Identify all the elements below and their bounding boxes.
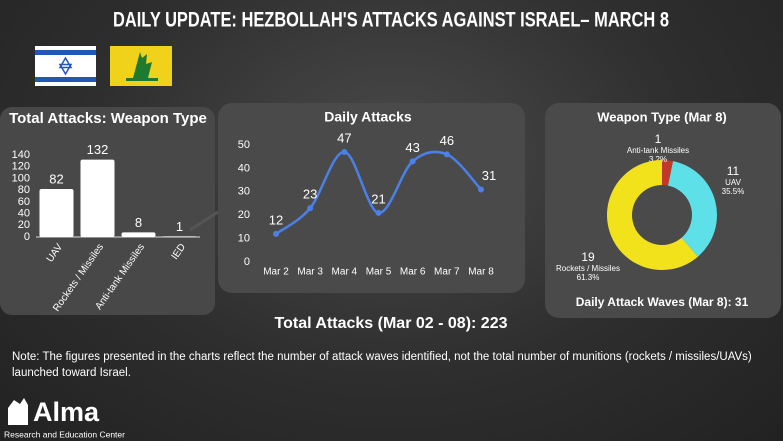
chart-title: Daily Attacks (324, 109, 412, 125)
page-title: DAILY UPDATE: HEZBOLLAH'S ATTACKS AGAINS… (113, 9, 669, 32)
y-tick-label: 100 (12, 172, 30, 184)
y-tick-label: 20 (18, 219, 30, 231)
bar (39, 188, 74, 237)
logo: Alma Research and Education Center (4, 397, 125, 439)
y-tick-label: 0 (24, 231, 30, 243)
y-tick-label: 20 (238, 209, 250, 221)
marker (273, 230, 279, 237)
y-tick-label: 40 (238, 162, 250, 174)
y-tick-label: 10 (238, 233, 250, 245)
marker (409, 158, 416, 165)
hezbollah-flag (110, 46, 172, 86)
y-tick-label: 30 (238, 186, 250, 198)
marker (443, 151, 450, 158)
marker (307, 205, 314, 212)
x-tick-label: Mar 6 (400, 267, 426, 278)
note: Note: The figures presented in the chart… (12, 351, 752, 379)
x-tick-label: Mar 4 (332, 267, 358, 278)
value-label: 43 (405, 140, 419, 155)
bar (121, 232, 156, 237)
marker (478, 186, 484, 193)
x-tick-label: Mar 5 (366, 267, 392, 278)
value-label: 23 (303, 187, 317, 202)
y-tick-label: 0 (244, 256, 250, 268)
y-tick-label: 40 (18, 207, 30, 219)
y-tick-label: 80 (18, 184, 30, 196)
value-label: 19 (581, 250, 595, 264)
category-label: UAV (725, 178, 742, 187)
panel (218, 103, 525, 293)
percent-label: 3.2% (649, 155, 667, 164)
logo-subtitle: Research and Education Center (4, 429, 125, 439)
marker (341, 149, 348, 156)
slice (606, 160, 698, 270)
bar (162, 236, 197, 237)
x-tick-label: Mar 3 (297, 267, 323, 278)
value-label: 8 (135, 215, 142, 230)
category-label: Anti-tank Missiles (627, 146, 689, 155)
value-label: 21 (371, 191, 385, 206)
chart-title: Weapon Type (Mar 8) (597, 109, 727, 124)
panel (545, 103, 781, 318)
value-label: 132 (87, 142, 109, 157)
total: Total Attacks (Mar 02 - 08): 223 (275, 315, 508, 332)
value-label: 12 (269, 212, 283, 227)
y-tick-label: 60 (18, 196, 30, 208)
logo-name: Alma (33, 397, 100, 427)
x-tick-label: Mar 7 (434, 267, 460, 278)
israel-flag (35, 46, 96, 86)
chart-title: Total Attacks: Weapon Type (9, 110, 207, 127)
y-tick-label: 120 (12, 161, 30, 173)
value-label: 31 (482, 168, 496, 183)
percent-label: 35.5% (722, 187, 745, 196)
slice (668, 161, 717, 257)
y-tick-label: 140 (12, 149, 30, 161)
value-label: 46 (440, 133, 454, 148)
chart-footer: Daily Attack Waves (Mar 8): 31 (576, 295, 749, 309)
x-tick-label: Mar 8 (468, 267, 494, 278)
value-label: 11 (727, 164, 740, 178)
marker (375, 209, 382, 216)
value-label: 1 (176, 219, 183, 234)
value-label: 82 (49, 171, 63, 186)
bar (80, 159, 115, 237)
y-tick-label: 50 (238, 139, 250, 151)
value-label: 1 (655, 132, 662, 146)
category-label: Rockets / Missiles (556, 264, 620, 273)
value-label: 47 (337, 130, 351, 145)
x-tick-label: Mar 2 (263, 267, 289, 278)
percent-label: 61.3% (577, 273, 600, 282)
slice (662, 160, 674, 186)
